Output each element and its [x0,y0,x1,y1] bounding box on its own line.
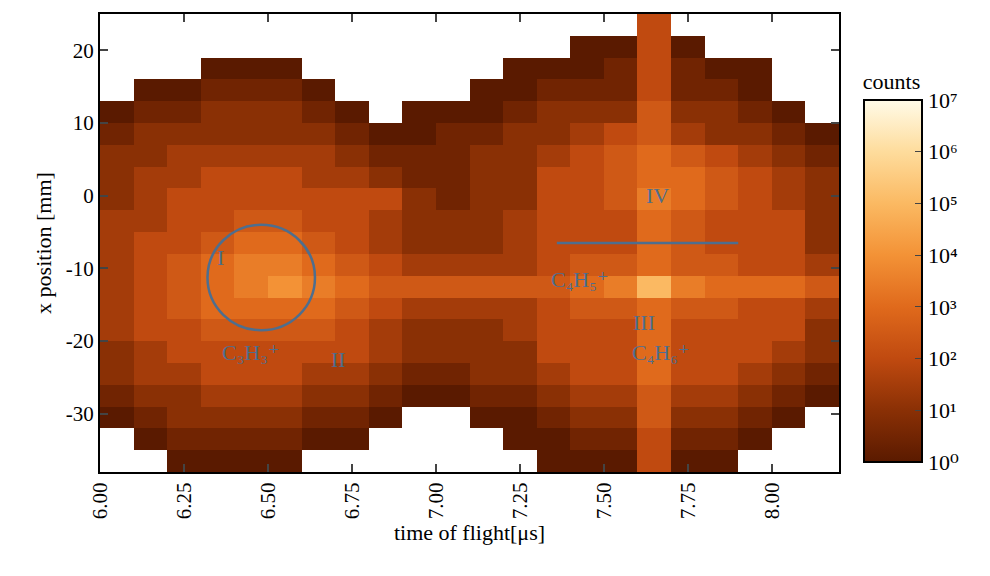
svg-text:7.50: 7.50 [592,482,616,519]
svg-text:6.50: 6.50 [256,482,280,519]
svg-text:IV: IV [646,183,669,208]
svg-text:time of flight[μs]: time of flight[μs] [394,520,545,545]
svg-text:7.25: 7.25 [508,482,532,519]
svg-text:counts: counts [863,69,920,94]
svg-text:C₄H₅⁺: C₄H₅⁺ [551,267,609,292]
svg-text:-10: -10 [66,257,94,281]
svg-text:10²: 10² [928,346,957,371]
svg-text:10⁵: 10⁵ [928,191,958,216]
svg-text:10: 10 [73,111,94,135]
svg-text:10³: 10³ [928,295,957,320]
svg-text:7.00: 7.00 [424,482,448,519]
svg-text:II: II [331,347,346,372]
svg-text:-30: -30 [66,402,94,426]
svg-text:20: 20 [73,39,94,63]
svg-text:10⁰: 10⁰ [928,450,959,475]
svg-text:III: III [633,310,655,335]
svg-text:0: 0 [83,184,94,208]
svg-text:8.00: 8.00 [760,482,784,519]
svg-text:6.75: 6.75 [340,482,364,519]
svg-text:10⁷: 10⁷ [928,88,958,113]
svg-text:7.75: 7.75 [676,482,700,519]
svg-text:I: I [217,245,224,270]
svg-text:10¹: 10¹ [928,398,957,423]
svg-text:x position [mm]: x position [mm] [31,172,56,314]
svg-text:-20: -20 [66,329,94,353]
svg-text:C₄H₆⁺: C₄H₆⁺ [632,340,690,365]
svg-text:C₃H₃⁺: C₃H₃⁺ [222,340,280,365]
svg-text:6.25: 6.25 [172,482,196,519]
svg-text:10⁴: 10⁴ [928,243,958,268]
svg-text:10⁶: 10⁶ [928,139,958,164]
svg-text:6.00: 6.00 [88,482,112,519]
